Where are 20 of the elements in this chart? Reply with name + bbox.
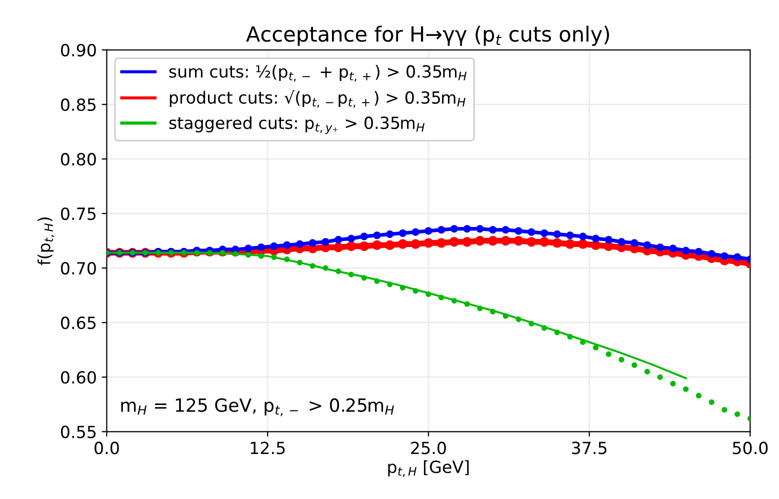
- y-tick-label: 0.70: [60, 262, 96, 275]
- legend-label: staggered cuts: p$_{t,y₊}$ > 0.35m$_{H}$: [169, 116, 424, 134]
- x-tick-label: 50.0: [732, 442, 768, 454]
- annotation: m$_{H}$ = 125 GeV, p$_{t,−}$ > 0.25m$_{H}$: [121, 398, 394, 416]
- x-tick-label: 0.0: [94, 442, 119, 454]
- y-axis-title: f(p$_{t,H}$): [38, 218, 54, 266]
- y-tick-label: 0.85: [60, 98, 96, 112]
- x-tick-label: 25.0: [411, 442, 446, 454]
- x-tick-label: 37.5: [572, 442, 606, 454]
- chart-title: Acceptance for H→γγ (p$_{t}$ cuts only): [246, 26, 610, 46]
- legend-label: product cuts: √(p$_{t,−}$p$_{t,+}$) > 0.35m$_{H}$: [170, 90, 466, 108]
- y-tick-label: 0.65: [60, 316, 96, 330]
- x-axis-title: p$_{t,H}$ [GeV]: [388, 460, 469, 478]
- x-tick-label: 12.5: [250, 442, 285, 454]
- y-tick-label: 0.80: [60, 152, 96, 166]
- y-tick-label: 0.75: [60, 207, 96, 220]
- y-tick-label: 0.90: [60, 44, 96, 56]
- y-tick-label: 0.55: [60, 426, 96, 438]
- legend-label: sum cuts: ½(p$_{t,−}$ + p$_{t,+}$) > 0.35m$_{H}$: [169, 64, 466, 82]
- y-tick-label: 0.60: [60, 371, 96, 384]
